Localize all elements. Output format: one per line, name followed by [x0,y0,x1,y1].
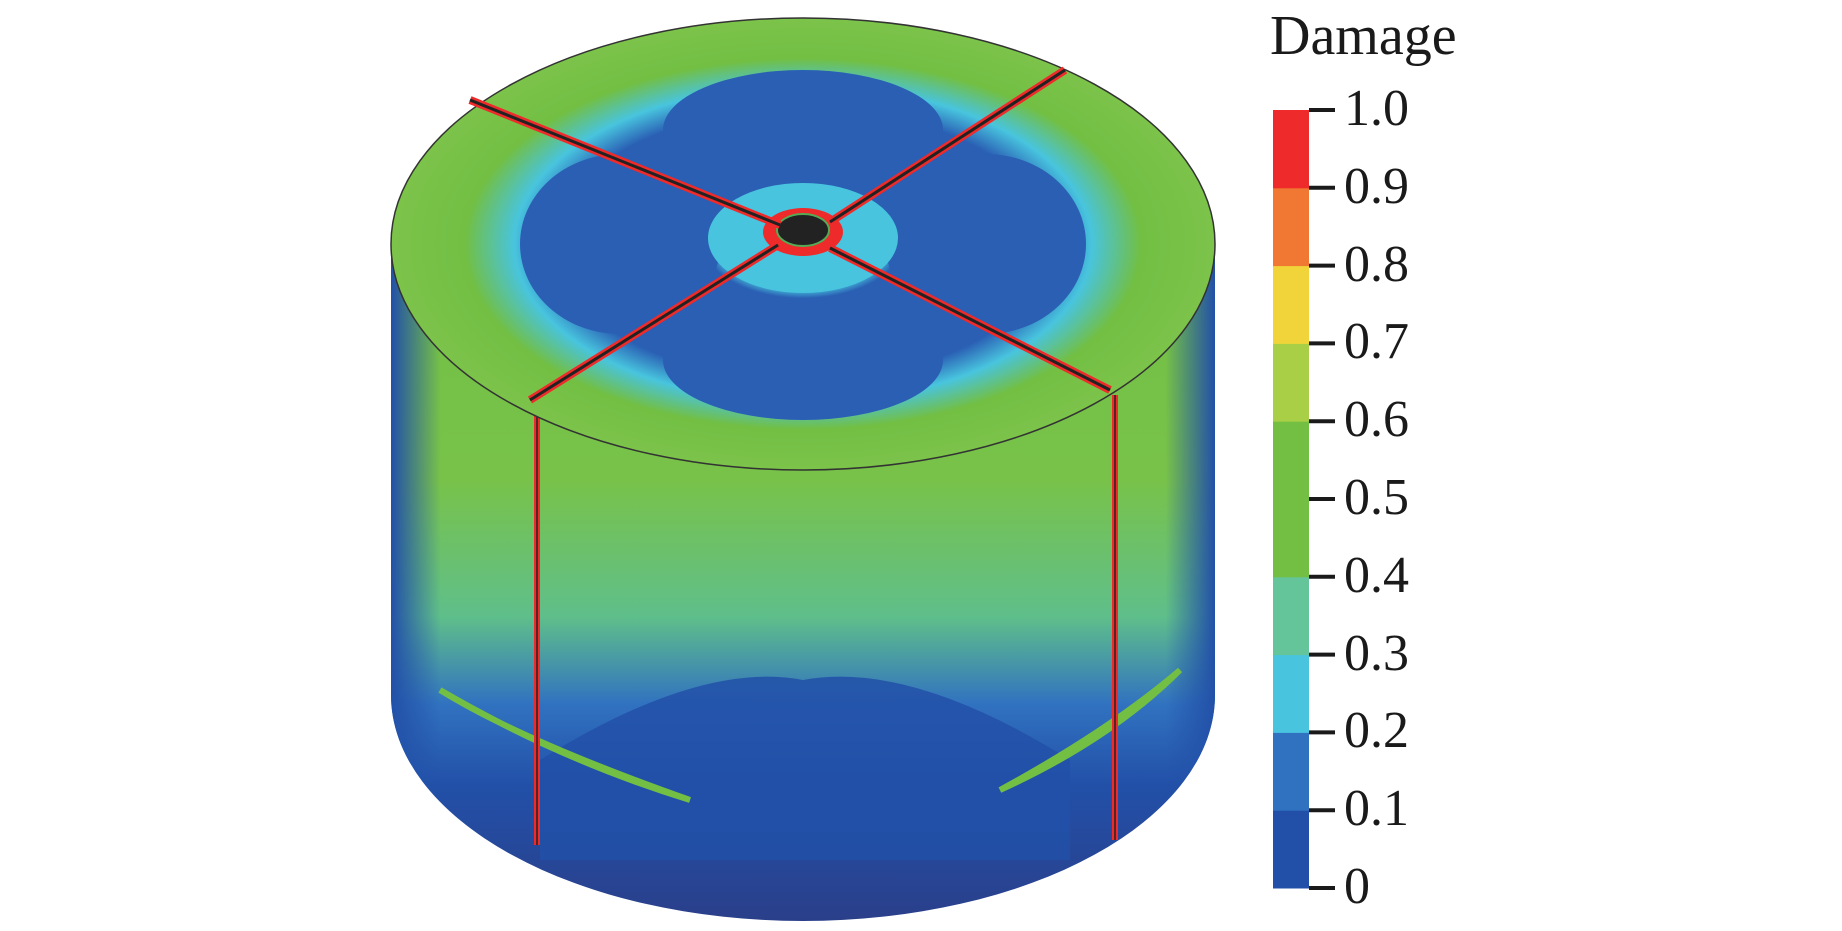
colorbar-tick-label: 0.4 [1344,546,1409,604]
colorbar-segment [1273,265,1309,344]
top-lobes [520,70,1086,420]
right-crack-band [998,667,1183,793]
colorbar-tick-label: 0.8 [1344,235,1409,293]
colorbar-tick-label: 0.9 [1344,157,1409,215]
colorbar-segment [1273,421,1309,500]
colorbar-tick-label: 0.7 [1344,313,1409,371]
colorbar-segment [1273,187,1309,267]
colorbar-tick-label: 0.6 [1344,391,1409,449]
lower-blue-arch [540,676,1070,860]
radial-cracks [468,66,1112,404]
colorbar-segment [1273,499,1309,578]
colorbar-tick-label: 1.0 [1344,80,1409,137]
colorbar-tick-label: 0.2 [1344,702,1409,760]
colorbar [1273,108,1335,890]
colorbar-segment [1273,810,1309,889]
center-hole [776,213,830,247]
colorbar-segment [1273,110,1309,189]
colorbar-segment [1273,576,1309,656]
colorbar-tick-label: 0 [1344,858,1370,915]
colorbar-segment [1273,732,1309,811]
colorbar-tick-label: 0.5 [1344,469,1409,526]
colorbar-tick-label: 0.1 [1344,780,1409,838]
left-crack-band [438,687,691,803]
colorbar-tick-label: 0.3 [1344,624,1409,682]
colorbar-segment [1273,654,1309,733]
colorbar-segment [1273,343,1309,422]
colorbar-title: Damage [1270,5,1457,67]
